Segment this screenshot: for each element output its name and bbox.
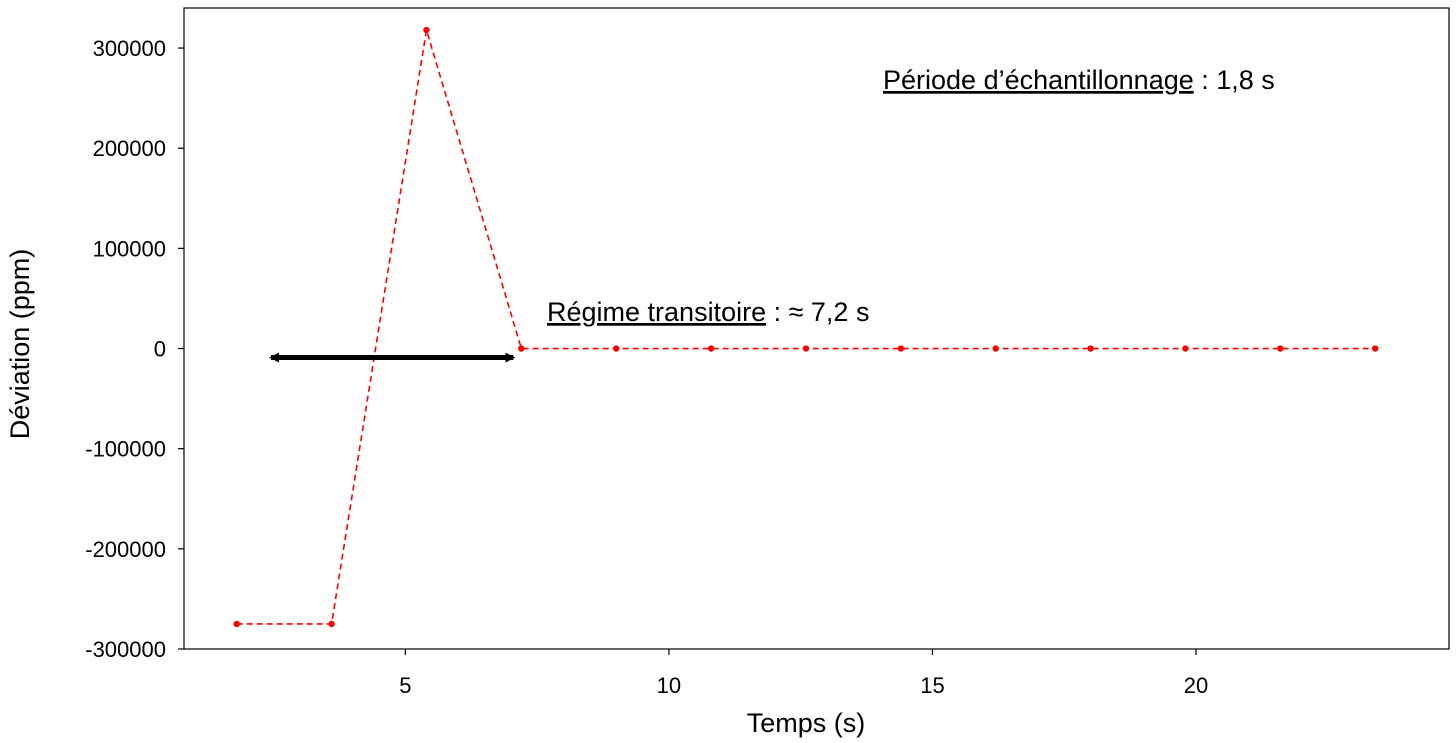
y-tick-label: -300000	[85, 637, 166, 662]
data-point	[992, 345, 999, 352]
y-axis-ticks: 300000 200000 100000 0 -100000 -200000 -300000	[85, 36, 184, 662]
x-axis-title: Temps (s)	[747, 708, 866, 738]
sampling-annotation: Période d’échantillonnage : 1,8 s	[883, 65, 1275, 95]
x-tick-label: 20	[1184, 673, 1208, 698]
data-point	[802, 345, 810, 352]
data-point	[328, 620, 335, 628]
series-layer	[233, 26, 1379, 628]
y-tick-label: 300000	[93, 36, 166, 61]
transient-annotation: Régime transitoire : ≈ 7,2 s	[547, 297, 869, 327]
x-tick-label: 10	[657, 673, 681, 698]
y-axis-title: Déviation (ppm)	[5, 249, 35, 440]
data-point	[613, 345, 620, 352]
x-tick-label: 5	[399, 673, 411, 698]
data-point	[518, 345, 525, 352]
x-axis-ticks: 5 10 15 20	[399, 649, 1208, 698]
y-tick-label: -200000	[85, 537, 166, 562]
data-point	[1182, 345, 1189, 352]
y-tick-label: 100000	[93, 236, 166, 261]
transient-label: Régime transitoire	[547, 297, 766, 327]
data-point	[423, 26, 430, 34]
x-tick-label: 15	[920, 673, 944, 698]
data-point	[233, 620, 240, 628]
data-point	[897, 345, 905, 352]
data-point	[1087, 345, 1094, 352]
y-tick-label: 200000	[93, 136, 166, 161]
y-tick-label: 0	[154, 337, 166, 362]
data-point	[1277, 345, 1284, 352]
transient-value: : ≈ 7,2 s	[766, 297, 869, 327]
sampling-value: : 1,8 s	[1194, 65, 1275, 95]
y-tick-label: -100000	[85, 437, 166, 462]
data-point	[707, 345, 715, 352]
plot-area	[183, 7, 1450, 650]
data-point	[1372, 345, 1379, 352]
sampling-label: Période d’échantillonnage	[883, 65, 1194, 95]
